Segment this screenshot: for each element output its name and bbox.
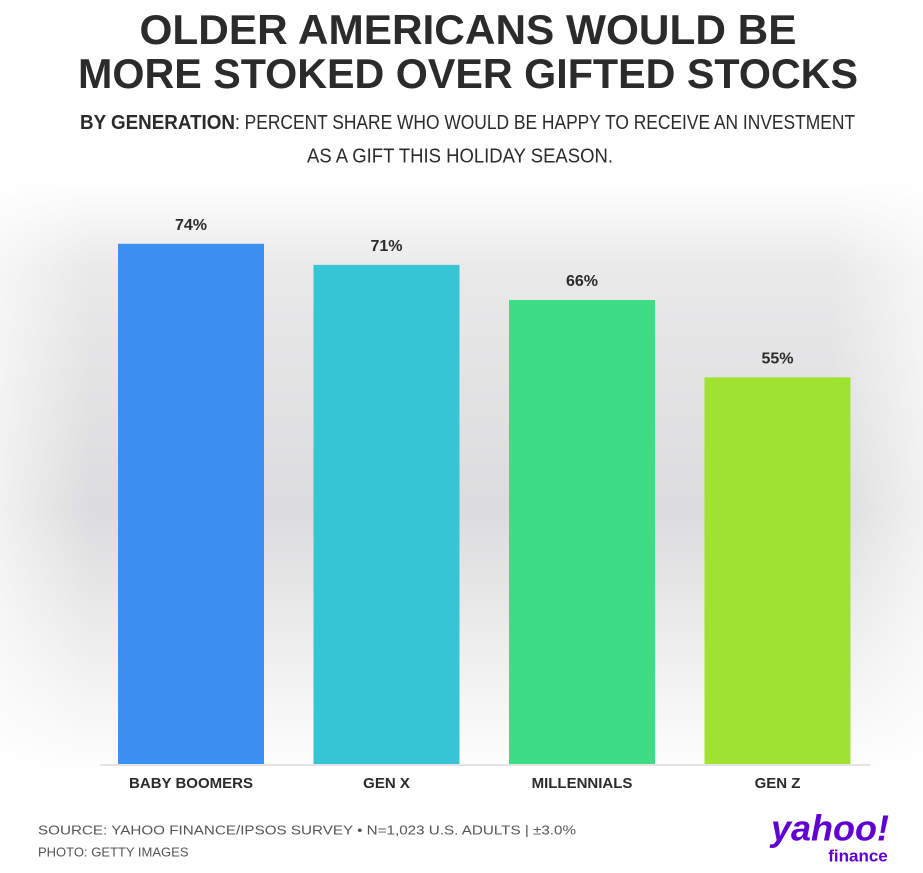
bar: [313, 264, 460, 764]
value-label: 71%: [370, 238, 402, 255]
subtitle-label: BY GENERATION: [80, 112, 235, 134]
value-label: 55%: [761, 351, 793, 368]
value-label: 66%: [566, 273, 598, 290]
bar: [118, 243, 264, 764]
chart-title: MORE STOKED OVER GIFTED STOCKS: [78, 50, 858, 97]
photo-credit: PHOTO: GETTY IMAGES: [38, 844, 189, 859]
value-label: 74%: [175, 217, 207, 234]
x-tick-label: GEN X: [363, 775, 410, 792]
logo: yahoo!: [769, 808, 889, 849]
x-tick-label: BABY BOOMERS: [129, 775, 253, 792]
x-tick-label: GEN Z: [755, 775, 801, 792]
chart-title: OLDER AMERICANS WOULD BE: [140, 6, 797, 53]
x-tick-label: MILLENNIALS: [532, 775, 633, 792]
subtitle-text: AS A GIFT THIS HOLIDAY SEASON.: [307, 145, 613, 167]
logo-sub: finance: [828, 846, 888, 865]
subtitle: BY GENERATION: PERCENT SHARE WHO WOULD B…: [80, 112, 855, 134]
bar: [704, 377, 851, 764]
source: SOURCE: YAHOO FINANCE/IPSOS SURVEY • N=1…: [38, 822, 577, 837]
subtitle-text: : PERCENT SHARE WHO WOULD BE HAPPY TO RE…: [235, 112, 855, 134]
bar: [509, 300, 655, 764]
